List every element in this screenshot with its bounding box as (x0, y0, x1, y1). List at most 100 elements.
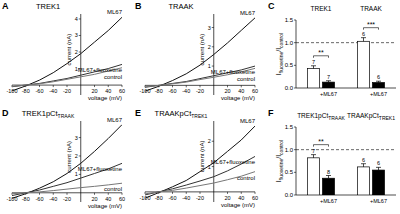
series-label: +ML67 (370, 198, 387, 204)
panel-letter: A (2, 1, 9, 11)
series-label: +ML67 (320, 198, 337, 204)
n-label: 6 (377, 74, 380, 80)
title: TREK1pCtTRAAK (22, 109, 75, 119)
x-tick (122, 85, 123, 87)
x-axis-label: voltage (mV) (221, 95, 255, 101)
y-tick-label: 1.5 (285, 17, 294, 23)
panel-5: F0.00.51.01.5Ifluoxetine/IcontrolTREK1pC… (268, 108, 396, 204)
y-tick-label: 1.0 (285, 147, 294, 153)
y-tick (79, 174, 81, 175)
trace-label: control (104, 186, 122, 192)
trace-label: ML67+fluoxetine (211, 159, 256, 165)
traces (145, 126, 255, 198)
x-tick-label: -60 (36, 88, 44, 94)
trace (145, 66, 255, 87)
category-label: TREK1 (311, 5, 332, 12)
n-label: 7 (327, 74, 330, 80)
y-tick (294, 195, 296, 196)
y-tick (79, 155, 81, 156)
y-tick-label: 2 (208, 138, 211, 144)
x-tick (200, 85, 201, 87)
panel-0: ATREK1-100-80-60-40-202040601234voltage … (2, 1, 125, 101)
bars (308, 155, 385, 195)
y-axis (296, 127, 297, 195)
y-tick (294, 88, 296, 89)
trace-label: control (237, 175, 255, 181)
x-tick (94, 193, 95, 195)
x-tick (67, 85, 68, 87)
x-tick-label: -40 (182, 195, 190, 201)
x-tick-label: -40 (182, 88, 190, 94)
title: TRAAKpCtTREK1 (155, 109, 208, 119)
y-tick-label: 2 (75, 153, 78, 159)
y-tick (294, 65, 296, 66)
trace-label: ML67 (240, 118, 256, 124)
x-tick-label: 40 (238, 88, 244, 94)
x-tick (172, 85, 173, 87)
y-axis-label: Ifluoxetine/Icontrol (275, 140, 284, 182)
x-tick-label: -60 (36, 196, 44, 202)
significance-label: *** (367, 21, 375, 28)
y-tick-label: 0.0 (285, 192, 294, 198)
x-tick (172, 192, 173, 194)
category-label-main: TREK1 (311, 5, 332, 12)
x-tick-label: -40 (49, 88, 57, 94)
x-tick-label: -80 (22, 196, 30, 202)
title-main: TRAAKpCt (155, 109, 193, 118)
y-tick (212, 66, 214, 67)
y-axis-label-part: fluoxetine (278, 159, 284, 181)
x-tick (53, 193, 54, 195)
x-tick (255, 192, 256, 194)
x-tick-label: 40 (105, 196, 111, 202)
x-tick-label: 60 (252, 195, 258, 201)
x-tick (186, 85, 187, 87)
x-tick (227, 85, 228, 87)
y-axis-label: current (nA) (199, 141, 205, 173)
panel-letter: F (268, 108, 274, 118)
y-tick-label: 2 (208, 44, 211, 50)
y-tick (294, 172, 296, 173)
trace (145, 68, 255, 87)
x-tick (39, 85, 40, 87)
category-label: TREK1pCtTRAAK (297, 112, 345, 121)
bars (308, 38, 385, 88)
x-tick-label: -80 (155, 88, 163, 94)
series-label: +ML67 (320, 91, 337, 97)
page: {"chart_data": [ {"panel": "A", "type": … (0, 0, 400, 214)
trace-label: control (237, 76, 255, 82)
y-tick (79, 35, 81, 36)
error-bar (361, 164, 366, 167)
trace-label: control (104, 74, 122, 80)
title: TRAAK (168, 2, 193, 11)
y-tick-label: 2 (75, 49, 78, 55)
y-tick (212, 166, 214, 167)
bar (358, 41, 370, 88)
x-tick-label: -20 (63, 196, 71, 202)
trace-label: ML67+fluoxetine (211, 69, 256, 75)
y-tick (79, 18, 81, 19)
x-tick (186, 192, 187, 194)
x-tick (255, 85, 256, 87)
y-tick-label: 1.0 (285, 40, 294, 46)
x-tick (94, 85, 95, 87)
title: TREK1 (36, 2, 60, 11)
figure: ATREK1-100-80-60-40-202040601234voltage … (0, 0, 400, 214)
x-tick (67, 193, 68, 195)
y-tick (79, 52, 81, 53)
x-tick-label: 20 (91, 196, 97, 202)
error-bar (311, 66, 316, 69)
panel-1: BTRAAK-100-80-60-40-20204060123voltage (… (135, 1, 258, 101)
error-bar (326, 81, 331, 82)
category-label-sub: TRAAK (328, 115, 345, 121)
error-bar (361, 38, 366, 42)
y-tick (212, 27, 214, 28)
y-axis (296, 20, 297, 88)
x-tick-label: -20 (196, 88, 204, 94)
x-tick-label: -80 (155, 195, 163, 201)
y-tick-label: 0.0 (285, 85, 294, 91)
title-main: TREK1 (36, 2, 60, 11)
category-label-sub: TREK1 (379, 115, 395, 121)
trace (12, 17, 122, 91)
category-label-main: TREK1pCt (297, 112, 328, 120)
trace (145, 126, 255, 198)
